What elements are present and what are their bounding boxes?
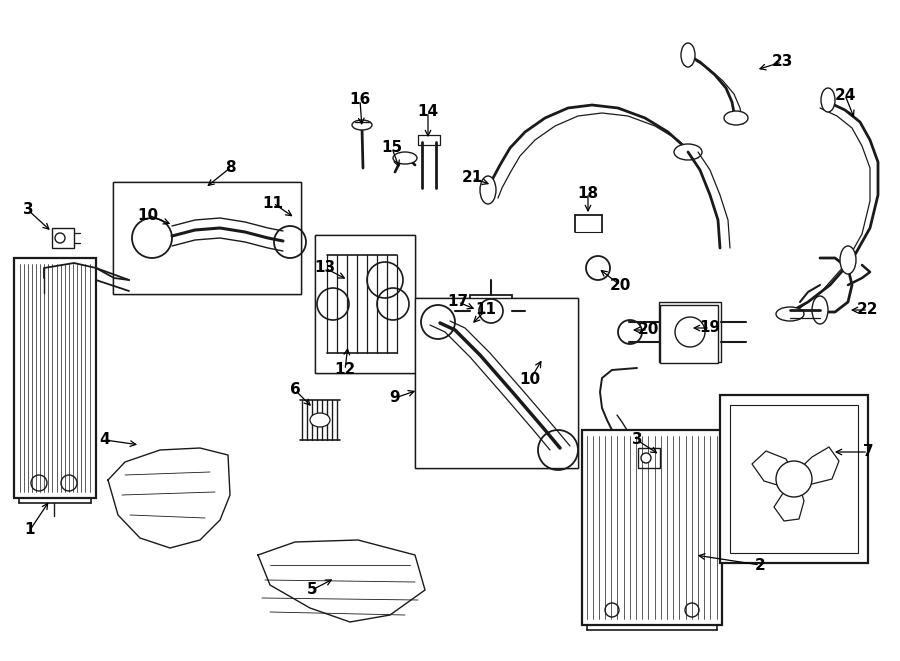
Ellipse shape — [812, 296, 828, 324]
Text: 23: 23 — [771, 54, 793, 69]
Text: 8: 8 — [225, 161, 235, 176]
Text: 19: 19 — [699, 321, 721, 336]
Bar — [470, 295, 512, 327]
Ellipse shape — [674, 144, 702, 160]
Polygon shape — [108, 448, 230, 548]
Text: 20: 20 — [637, 323, 659, 338]
Text: 2: 2 — [754, 557, 765, 572]
Bar — [315, 235, 415, 373]
Circle shape — [55, 233, 65, 243]
Bar — [659, 302, 721, 362]
Text: 15: 15 — [382, 141, 402, 155]
Bar — [315, 235, 415, 373]
Bar — [14, 258, 96, 498]
Text: 3: 3 — [632, 432, 643, 447]
Text: 5: 5 — [307, 582, 318, 598]
Circle shape — [776, 461, 812, 497]
Ellipse shape — [480, 176, 496, 204]
Text: 21: 21 — [462, 171, 482, 186]
Text: 20: 20 — [609, 278, 631, 293]
Text: 1: 1 — [25, 522, 35, 537]
Text: 3: 3 — [22, 202, 33, 217]
Text: 11: 11 — [263, 196, 284, 210]
Ellipse shape — [840, 246, 856, 274]
Polygon shape — [774, 484, 804, 521]
Ellipse shape — [776, 307, 804, 321]
Text: 7: 7 — [863, 444, 873, 459]
Bar — [113, 182, 301, 294]
Ellipse shape — [681, 43, 695, 67]
Bar — [667, 312, 713, 352]
Text: 10: 10 — [519, 373, 541, 387]
Ellipse shape — [821, 88, 835, 112]
Text: 22: 22 — [857, 303, 878, 317]
Text: 24: 24 — [834, 87, 856, 102]
Polygon shape — [752, 451, 794, 487]
Bar — [418, 135, 440, 145]
Text: 16: 16 — [349, 93, 371, 108]
Circle shape — [641, 453, 651, 463]
Text: 10: 10 — [138, 208, 158, 223]
Ellipse shape — [310, 413, 330, 427]
Text: 18: 18 — [578, 186, 599, 200]
Bar — [660, 305, 718, 363]
Bar — [582, 430, 722, 625]
Text: 11: 11 — [475, 303, 497, 317]
Bar — [415, 298, 578, 468]
Text: 4: 4 — [100, 432, 111, 447]
Ellipse shape — [393, 152, 417, 164]
Text: 13: 13 — [314, 260, 336, 276]
Text: 12: 12 — [335, 362, 356, 377]
Bar — [730, 405, 858, 553]
Bar — [415, 298, 578, 468]
Polygon shape — [794, 447, 839, 484]
Ellipse shape — [724, 111, 748, 125]
Bar — [52, 228, 74, 248]
Bar — [720, 395, 868, 563]
Ellipse shape — [352, 120, 372, 130]
Text: 9: 9 — [390, 391, 400, 405]
Text: 6: 6 — [290, 383, 301, 397]
Polygon shape — [258, 540, 425, 622]
Text: 14: 14 — [418, 104, 438, 120]
Text: 17: 17 — [447, 295, 469, 309]
Bar — [113, 182, 301, 294]
Bar — [638, 448, 660, 468]
